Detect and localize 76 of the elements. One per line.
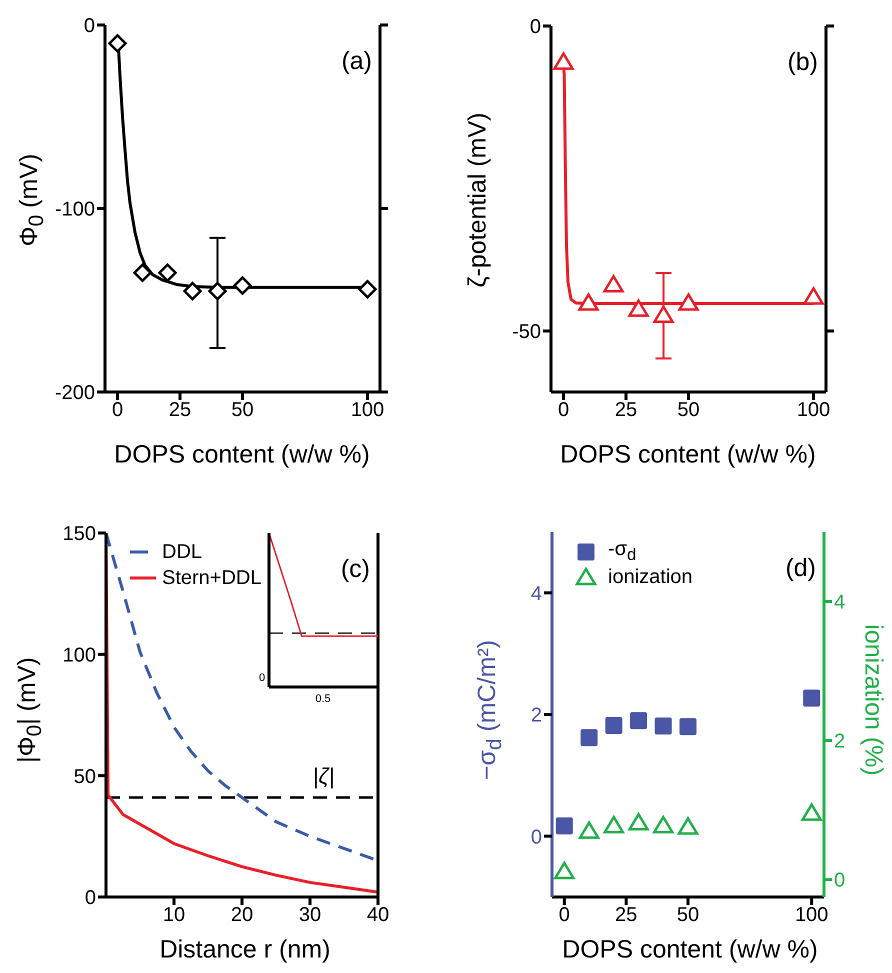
x-tick-label: 50 [231,399,254,422]
y-tick-label: -50 [512,321,541,344]
x-tick-label: 100 [794,904,828,926]
point [158,263,177,282]
y-tick-label: 4 [530,582,542,605]
x-tick-label: 10 [162,904,186,926]
y-tick-label: 50 [74,766,96,788]
point [108,34,127,53]
x-tick-label: 100 [796,399,830,422]
annotation: (d) [785,554,816,583]
point [653,306,674,323]
x-tick-label: 25 [615,904,638,926]
point [556,817,573,834]
annotation: (c) [340,555,370,584]
y-tick-label: 0 [84,887,96,910]
point [208,282,227,300]
y-tick-label: -200 [54,382,95,404]
x-tick-label: 0 [558,904,570,926]
point [603,275,624,292]
point [628,299,649,317]
ref-line-label: |ζ| [312,764,334,789]
y-tick-label: 100 [62,644,96,666]
point [578,821,600,839]
point [654,718,672,735]
x-tick-label: 40 [366,904,390,926]
point [653,816,674,834]
y-tick-label: 0 [530,826,542,848]
y2-tick-label: 4 [834,592,846,614]
y-tick-label: 150 [62,523,96,546]
y-tick-label: -100 [54,198,95,221]
point [630,712,648,730]
x-tick-label: 0 [558,399,570,422]
point [580,729,598,746]
x-tick-label: 100 [350,399,384,422]
point [183,282,202,300]
y-tick-label: 0 [84,15,95,38]
y2-tick-label: 2 [834,730,846,753]
x-axis-title: DOPS content (w/w %) [114,440,370,470]
x-axis-title: Distance r (nm) [160,936,330,964]
annotation: 0.5 [315,693,331,705]
y2-axis-title: ionization (%) [858,624,888,776]
point [578,293,599,311]
point [678,293,699,311]
x-tick-label: 25 [168,399,192,422]
legend-label: ionization [608,566,693,588]
point [803,690,820,707]
y-axis-title: ζ-potential (mV) [464,112,492,288]
y-tick-label: 0 [530,16,541,38]
x-axis-title: DOPS content (w/w %) [562,936,818,964]
x-tick-label: 30 [298,904,322,926]
legend-label: DDL [162,540,202,564]
point [133,263,152,282]
y2-tick-label: 0 [834,870,846,892]
legend-label: Stern+DDL [162,566,262,590]
annotation: (b) [787,48,818,77]
point [628,813,649,831]
point [604,816,624,834]
x-tick-label: 50 [677,399,700,422]
annotation: (a) [341,47,372,76]
x-tick-label: 50 [676,904,700,926]
point [803,287,824,305]
point [605,716,622,734]
x-tick-label: 25 [614,399,638,422]
point [678,817,698,835]
x-axis-title: DOPS content (w/w %) [560,440,816,470]
point [801,803,822,821]
point [554,862,575,880]
x-tick-label: 20 [230,904,254,926]
y-tick-label: 2 [530,704,542,727]
point [233,276,252,295]
legend-label: -σ$_{d}$ [608,538,636,564]
point [553,52,574,70]
point [358,280,377,298]
point [680,718,696,736]
x-tick-label: 0 [112,399,124,422]
annotation: 0 [258,672,266,684]
